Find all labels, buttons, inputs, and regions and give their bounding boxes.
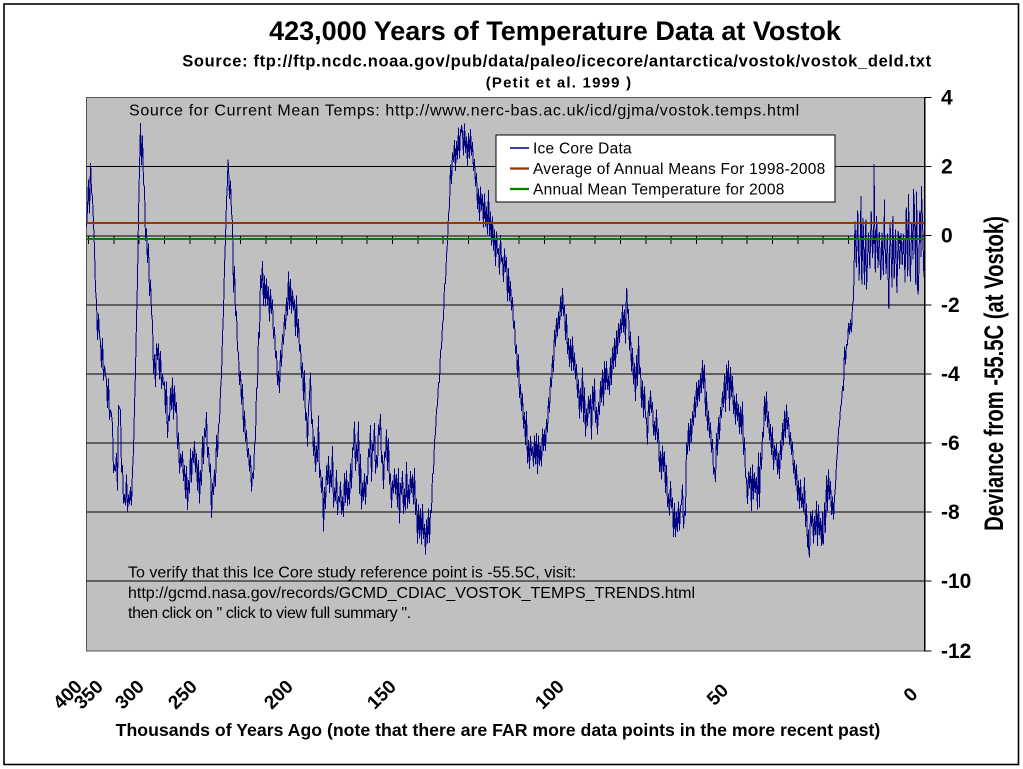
svg-text:To verify that this Ice Core s: To verify that this Ice Core study refer… [128, 564, 576, 581]
svg-text:-10: -10 [941, 570, 971, 593]
svg-text:2: 2 [941, 155, 953, 178]
svg-text:Average of Annual Means For 19: Average of Annual Means For 1998-2008 [533, 161, 825, 178]
svg-text:Deviance from -55.5C (at Vosto: Deviance from -55.5C (at Vostok) [979, 216, 1010, 531]
svg-text:-4: -4 [941, 363, 960, 386]
svg-text:Annual Mean Temperature for 20: Annual Mean Temperature for 2008 [533, 182, 785, 199]
svg-text:-12: -12 [941, 640, 971, 663]
svg-text:-6: -6 [941, 432, 960, 455]
svg-text:(Petit et al. 1999 ): (Petit et al. 1999 ) [486, 75, 633, 92]
svg-text:Thousands of Years Ago (note t: Thousands of Years Ago (note that there … [116, 720, 881, 740]
svg-text:-8: -8 [941, 501, 960, 524]
svg-text:4: 4 [941, 86, 953, 109]
svg-text:Source for Current Mean Temps:: Source for Current Mean Temps: http://ww… [129, 103, 800, 120]
svg-text:-2: -2 [941, 294, 960, 317]
svg-text:http://gcmd.nasa.gov/records/G: http://gcmd.nasa.gov/records/GCMD_CDIAC_… [128, 585, 695, 602]
svg-text:Ice Core Data: Ice Core Data [533, 141, 632, 158]
svg-text:Source: ftp://ftp.ncdc.noaa.go: Source: ftp://ftp.ncdc.noaa.gov/pub/data… [182, 53, 931, 71]
svg-text:then click on " click to view: then click on " click to view full summa… [128, 605, 411, 622]
svg-text:0: 0 [941, 225, 953, 248]
svg-text:423,000 Years of Temperature D: 423,000 Years of Temperature Data at Vos… [269, 16, 842, 46]
